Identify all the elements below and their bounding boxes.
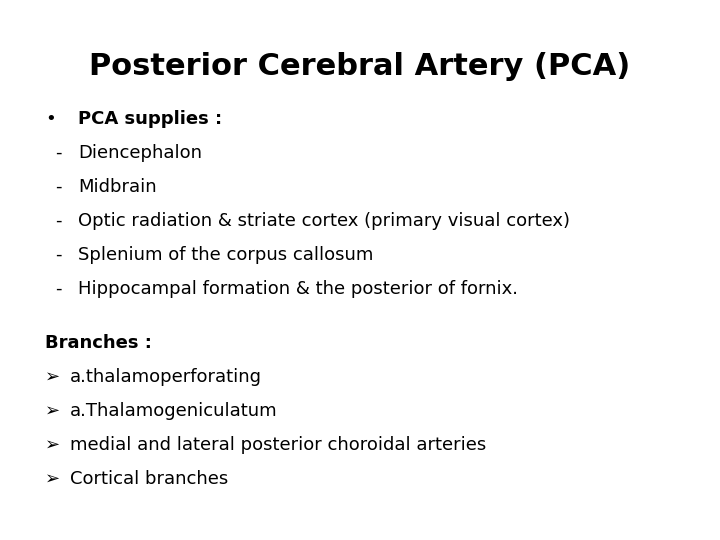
Text: a.thalamoperforating: a.thalamoperforating [70, 368, 262, 386]
Text: -: - [55, 144, 61, 162]
Text: ➢: ➢ [45, 436, 60, 454]
Text: Splenium of the corpus callosum: Splenium of the corpus callosum [78, 246, 374, 264]
Text: Midbrain: Midbrain [78, 178, 157, 196]
Text: •: • [45, 110, 55, 128]
Text: -: - [55, 246, 61, 264]
Text: ➢: ➢ [45, 402, 60, 420]
Text: ➢: ➢ [45, 368, 60, 386]
Text: Hippocampal formation & the posterior of fornix.: Hippocampal formation & the posterior of… [78, 280, 518, 298]
Text: Branches :: Branches : [45, 334, 152, 352]
Text: Posterior Cerebral Artery (PCA): Posterior Cerebral Artery (PCA) [89, 52, 631, 81]
Text: Diencephalon: Diencephalon [78, 144, 202, 162]
Text: PCA supplies :: PCA supplies : [78, 110, 222, 128]
Text: -: - [55, 212, 61, 230]
Text: -: - [55, 280, 61, 298]
Text: -: - [55, 178, 61, 196]
Text: a.Thalamogeniculatum: a.Thalamogeniculatum [70, 402, 278, 420]
Text: Optic radiation & striate cortex (primary visual cortex): Optic radiation & striate cortex (primar… [78, 212, 570, 230]
Text: Cortical branches: Cortical branches [70, 470, 228, 488]
Text: ➢: ➢ [45, 470, 60, 488]
Text: medial and lateral posterior choroidal arteries: medial and lateral posterior choroidal a… [70, 436, 486, 454]
